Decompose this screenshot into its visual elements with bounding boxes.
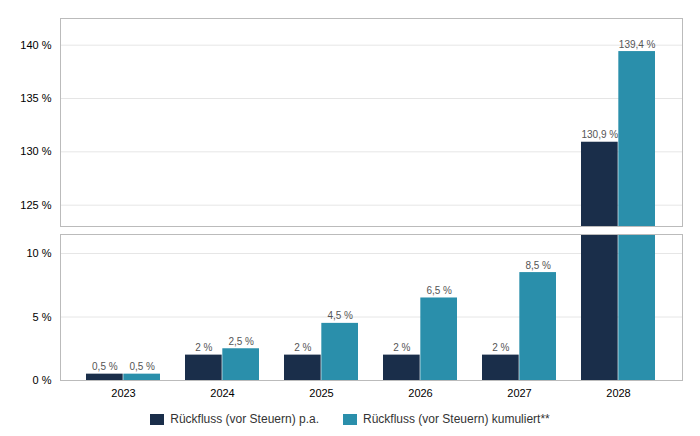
svg-text:0,5 %: 0,5 % bbox=[129, 361, 155, 372]
svg-text:2028: 2028 bbox=[606, 387, 630, 399]
svg-text:2 %: 2 % bbox=[393, 342, 410, 353]
svg-text:8,5 %: 8,5 % bbox=[525, 260, 551, 271]
svg-text:2,5 %: 2,5 % bbox=[228, 336, 254, 347]
html-text:Rückfluss (vor Steuern) p.a.: Rückfluss (vor Steuern) p.a. bbox=[170, 412, 319, 426]
svg-text:2023: 2023 bbox=[111, 387, 135, 399]
svg-text:130,9 %: 130,9 % bbox=[581, 129, 618, 140]
svg-text:2 %: 2 % bbox=[195, 342, 212, 353]
svg-text:2 %: 2 % bbox=[492, 342, 509, 353]
html-text:Rückfluss (vor Steuern) kumuli: Rückfluss (vor Steuern) kumuliert** bbox=[363, 412, 550, 426]
svg-text:139,4 %: 139,4 % bbox=[619, 39, 656, 50]
svg-text:2025: 2025 bbox=[309, 387, 333, 399]
svg-text:2024: 2024 bbox=[210, 387, 234, 399]
svg-text:0 %: 0 % bbox=[33, 374, 52, 386]
svg-text:2026: 2026 bbox=[408, 387, 432, 399]
svg-text:0,5 %: 0,5 % bbox=[92, 361, 118, 372]
svg-text:2027: 2027 bbox=[507, 387, 531, 399]
svg-text:130 %: 130 % bbox=[20, 145, 51, 157]
svg-text:5 %: 5 % bbox=[33, 311, 52, 323]
svg-text:125 %: 125 % bbox=[20, 199, 51, 211]
svg-text:135 %: 135 % bbox=[20, 92, 51, 104]
svg-text:4,5 %: 4,5 % bbox=[327, 310, 353, 321]
svg-text:10 %: 10 % bbox=[26, 247, 51, 259]
svg-text:6,5 %: 6,5 % bbox=[426, 285, 452, 296]
svg-text:140 %: 140 % bbox=[20, 39, 51, 51]
svg-text:2 %: 2 % bbox=[294, 342, 311, 353]
